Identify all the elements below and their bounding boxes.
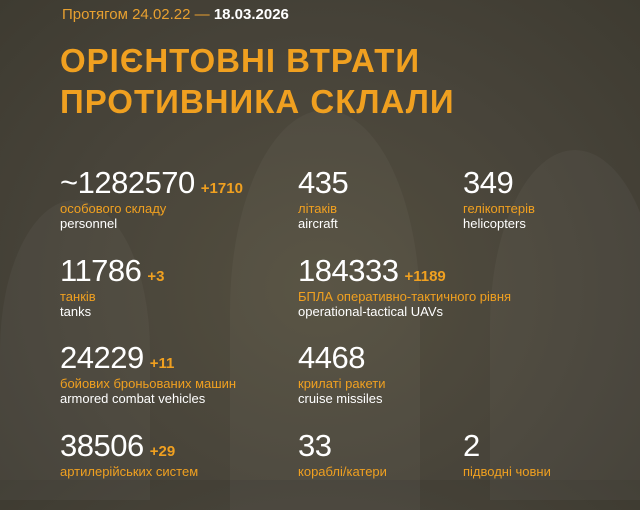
stat-value: 4468 <box>298 340 365 375</box>
stat-value: 24229 <box>60 340 144 375</box>
stat-tanks: 11786 +3 танків tanks <box>60 255 165 320</box>
period-prefix: Протягом 24.02.22 — <box>62 6 210 23</box>
stat-label-en: aircraft <box>298 216 338 231</box>
page-title-line1: ОРІЄНТОВНІ ВТРАТИ <box>60 42 421 79</box>
stat-label-ua: кораблі/катери <box>298 464 387 479</box>
stat-label-ua: літаків <box>298 201 337 216</box>
stat-value: 435 <box>298 165 349 200</box>
stat-armored-vehicles: 24229 +11 бойових броньованих машин armor… <box>60 342 236 407</box>
stat-helicopters: 349 гелікоптерів helicopters <box>463 167 535 232</box>
stat-value: 11786 <box>60 253 142 288</box>
stat-ships: 33 кораблі/катери <box>298 428 387 480</box>
stat-value: 2 <box>463 428 480 463</box>
stat-label-en: tanks <box>60 304 92 319</box>
stat-label-en: operational-tactical UAVs <box>298 304 443 319</box>
stat-label-ua: особового складу <box>60 201 167 216</box>
stat-value: 184333 <box>298 253 399 288</box>
stat-label-ua: підводні човни <box>463 464 551 479</box>
stat-artillery: 38506 +29 артилерійських систем <box>60 428 199 480</box>
period-header: Протягом 24.02.22 — 18.03.2026 <box>62 6 289 23</box>
stat-cruise-missiles: 4468 крилаті ракети cruise missiles <box>298 342 385 407</box>
stat-delta: +11 <box>149 355 175 372</box>
period-end-date: 18.03.2026 <box>213 6 289 23</box>
stat-value: 33 <box>298 428 332 463</box>
stat-delta: +1189 <box>404 268 446 285</box>
stat-label-en: cruise missiles <box>298 391 383 406</box>
stat-label-ua: гелікоптерів <box>463 201 535 216</box>
stat-value: ~1282570 <box>60 165 195 200</box>
stat-label-ua: бойових броньованих машин <box>60 376 237 391</box>
stat-label-ua: танків <box>60 289 96 304</box>
stat-submarines: 2 підводні човни <box>463 428 551 480</box>
stat-delta: +29 <box>149 443 176 460</box>
page-title-line2: ПРОТИВНИКА СКЛАЛИ <box>60 83 455 120</box>
stat-value: 349 <box>463 165 514 200</box>
stat-delta: +3 <box>147 268 165 285</box>
stat-label-ua: крилаті ракети <box>298 376 386 391</box>
stat-personnel: ~1282570 +1710 особового складу personnel <box>60 167 243 232</box>
stat-label-en: armored combat vehicles <box>60 391 206 406</box>
stat-label-ua: БПЛА оперативно-тактичного рівня <box>298 289 512 304</box>
stat-delta: +1710 <box>200 180 243 197</box>
stat-label-en: personnel <box>60 216 118 231</box>
stat-aircraft: 435 літаків aircraft <box>298 165 349 232</box>
stat-uavs: 184333 +1189 БПЛА оперативно-тактичного р… <box>298 255 511 320</box>
stat-label-en: helicopters <box>463 216 526 231</box>
stat-label-ua: артилерійських систем <box>60 464 199 479</box>
stat-value: 38506 <box>60 428 144 463</box>
